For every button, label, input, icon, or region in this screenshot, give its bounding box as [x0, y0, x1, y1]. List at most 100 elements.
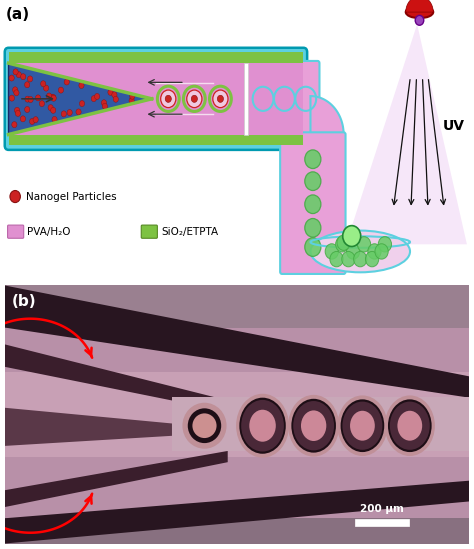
Circle shape: [101, 100, 107, 106]
Circle shape: [336, 237, 349, 252]
Bar: [356, 519, 409, 525]
Circle shape: [20, 116, 26, 122]
Polygon shape: [9, 63, 152, 135]
Circle shape: [79, 82, 84, 88]
FancyBboxPatch shape: [5, 48, 307, 150]
Ellipse shape: [310, 231, 410, 272]
Circle shape: [129, 98, 134, 104]
Circle shape: [67, 110, 72, 116]
Bar: [244, 63, 248, 135]
Circle shape: [25, 107, 30, 113]
Circle shape: [76, 109, 81, 115]
Circle shape: [25, 82, 30, 88]
Circle shape: [41, 81, 46, 87]
Circle shape: [9, 75, 14, 81]
Circle shape: [354, 251, 367, 267]
Circle shape: [305, 150, 321, 169]
Circle shape: [341, 399, 384, 452]
Circle shape: [94, 93, 100, 99]
Text: 200 μm: 200 μm: [360, 505, 404, 514]
Circle shape: [388, 399, 432, 452]
Circle shape: [130, 93, 135, 99]
Circle shape: [385, 395, 435, 456]
Circle shape: [342, 251, 355, 267]
Circle shape: [15, 110, 20, 116]
Circle shape: [368, 244, 381, 259]
Polygon shape: [5, 344, 228, 412]
Bar: [9, 63, 303, 135]
Circle shape: [288, 395, 339, 457]
Circle shape: [292, 399, 336, 452]
Circle shape: [305, 219, 321, 237]
Circle shape: [12, 122, 17, 128]
FancyBboxPatch shape: [246, 61, 319, 137]
Circle shape: [52, 116, 57, 122]
Circle shape: [102, 103, 108, 109]
Circle shape: [375, 244, 388, 259]
Circle shape: [239, 397, 286, 454]
FancyBboxPatch shape: [8, 225, 24, 238]
Circle shape: [113, 96, 118, 102]
Text: Nanogel Particles: Nanogel Particles: [26, 192, 117, 201]
Circle shape: [305, 238, 321, 256]
Circle shape: [378, 237, 392, 252]
Circle shape: [161, 90, 176, 108]
Bar: [5, 285, 469, 328]
FancyBboxPatch shape: [141, 225, 157, 238]
Circle shape: [64, 79, 69, 85]
Circle shape: [346, 244, 360, 259]
Circle shape: [337, 395, 388, 456]
Text: SiO₂/ETPTA: SiO₂/ETPTA: [161, 227, 219, 237]
Circle shape: [58, 87, 64, 93]
Circle shape: [343, 226, 361, 247]
Circle shape: [29, 119, 35, 125]
Circle shape: [27, 76, 33, 82]
Circle shape: [390, 402, 430, 450]
Circle shape: [51, 107, 56, 113]
Circle shape: [305, 195, 321, 214]
Circle shape: [10, 191, 20, 203]
Circle shape: [325, 244, 338, 259]
Circle shape: [50, 94, 55, 100]
Circle shape: [14, 90, 19, 96]
Bar: [5, 518, 469, 544]
Text: (a): (a): [6, 7, 30, 21]
Circle shape: [365, 251, 379, 267]
Circle shape: [39, 100, 45, 107]
Bar: [9, 52, 303, 63]
Circle shape: [108, 89, 113, 96]
Circle shape: [16, 72, 21, 78]
Circle shape: [191, 95, 197, 102]
Circle shape: [51, 94, 56, 100]
Bar: [172, 397, 469, 451]
Ellipse shape: [415, 15, 424, 25]
Circle shape: [51, 95, 56, 101]
Circle shape: [305, 172, 321, 191]
Circle shape: [61, 111, 66, 117]
FancyBboxPatch shape: [280, 132, 346, 274]
Polygon shape: [5, 481, 469, 544]
Circle shape: [36, 95, 41, 101]
Ellipse shape: [192, 413, 217, 438]
Text: PVA/H₂O: PVA/H₂O: [27, 227, 71, 237]
Circle shape: [80, 100, 85, 107]
Circle shape: [301, 411, 326, 441]
Circle shape: [33, 116, 38, 122]
Circle shape: [218, 95, 224, 102]
Polygon shape: [5, 285, 469, 397]
Circle shape: [293, 401, 334, 450]
Ellipse shape: [188, 408, 221, 443]
Circle shape: [91, 96, 96, 102]
Circle shape: [337, 235, 350, 250]
Circle shape: [20, 74, 26, 80]
Circle shape: [213, 90, 228, 108]
Circle shape: [46, 93, 52, 99]
Circle shape: [112, 92, 117, 98]
Circle shape: [44, 85, 49, 91]
Circle shape: [14, 107, 19, 113]
Polygon shape: [346, 24, 467, 244]
Circle shape: [249, 410, 276, 442]
Circle shape: [48, 105, 53, 111]
Circle shape: [25, 96, 30, 102]
Circle shape: [28, 97, 33, 103]
